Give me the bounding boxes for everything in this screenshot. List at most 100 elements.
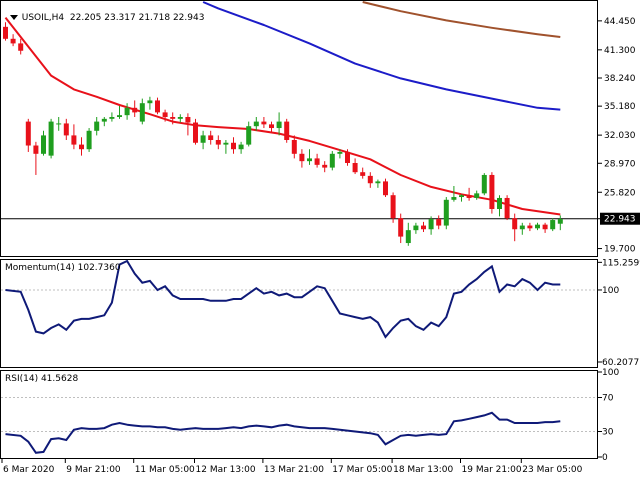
candle [200, 130, 206, 150]
candle [466, 187, 472, 201]
candle [390, 192, 396, 223]
candle [139, 98, 145, 125]
rsi-axis: 100 70 30 0 [598, 368, 619, 463]
candle [367, 172, 373, 188]
candle [375, 179, 381, 188]
moving-averages [4, 1, 561, 216]
candle [550, 218, 556, 232]
candlesticks[interactable] [3, 22, 563, 246]
candle [345, 149, 350, 166]
price-tick-label: 19.700 [604, 245, 636, 255]
candle [162, 109, 168, 122]
candle [360, 167, 366, 179]
candle [459, 194, 464, 202]
rsi-line [5, 411, 561, 454]
time-tick-label: 13 Mar 21:00 [264, 465, 324, 475]
candle [215, 135, 221, 150]
candle [3, 22, 8, 41]
candle [56, 117, 62, 131]
candle [474, 190, 480, 200]
fast-moving-average [4, 16, 561, 216]
candle [41, 130, 46, 156]
price-tick-label: 28.970 [604, 159, 636, 169]
price-tick-label: 44.450 [604, 17, 636, 27]
rsi-pane[interactable] [0, 370, 598, 459]
rsi-pane-frame [0, 370, 598, 459]
candle [10, 34, 16, 47]
candle [512, 213, 518, 242]
momentum-line [5, 259, 561, 339]
candle [451, 186, 457, 202]
candle [117, 105, 122, 119]
candle [147, 96, 153, 110]
candle [48, 118, 54, 159]
momentum-axis: 115.2599 100 60.2077 [598, 258, 640, 368]
candle [352, 158, 358, 175]
candle [109, 112, 115, 122]
rsi-tick-label: 70 [602, 394, 614, 404]
momentum-tick-label: 100 [602, 286, 619, 296]
candle [421, 221, 426, 232]
candle [413, 222, 419, 234]
candle [504, 195, 510, 221]
price-tick-label: 25.820 [604, 188, 636, 198]
momentum-label: Momentum(14) 102.7360 [5, 263, 121, 273]
candle [398, 213, 404, 244]
dropdown-triangle-icon[interactable] [9, 15, 18, 20]
price-pane-frame [0, 0, 598, 257]
time-tick-label: 9 Mar 21:00 [66, 465, 121, 475]
time-tick-label: 12 Mar 13:00 [196, 465, 256, 475]
candle [223, 140, 229, 154]
candle [253, 117, 259, 131]
candle [246, 121, 252, 147]
candle [33, 141, 39, 175]
price-pane[interactable] [0, 0, 598, 257]
momentum-tick-label: 60.2077 [602, 358, 639, 368]
candle [489, 172, 495, 214]
candle [314, 153, 320, 168]
candle [155, 97, 160, 115]
price-axis: 44.450 41.300 38.240 35.180 32.030 28.970 25.8… [598, 17, 640, 255]
candle [337, 149, 343, 159]
time-tick-label: 6 Mar 2020 [3, 465, 55, 475]
momentum-tick-label: 115.2599 [602, 258, 640, 268]
time-tick-label: 11 Mar 05:00 [135, 465, 195, 475]
chart-header: USOIL,H4 22.205 23.317 21.718 22.943 [4, 3, 204, 23]
candle [284, 118, 290, 143]
candle [170, 112, 176, 125]
candle [519, 222, 525, 235]
candle [261, 117, 267, 129]
candle [428, 216, 434, 235]
mid-moving-average [202, 1, 561, 111]
candle [185, 113, 191, 136]
candle [329, 151, 335, 171]
candle [497, 195, 502, 217]
candle [299, 149, 305, 168]
candle [231, 137, 236, 154]
candle [193, 118, 198, 145]
candle [535, 222, 540, 231]
candle [527, 222, 533, 232]
candle [481, 173, 487, 196]
time-tick-label: 19 Mar 21:00 [462, 465, 522, 475]
candle [25, 118, 31, 152]
candle [18, 38, 24, 55]
momentum-pane[interactable] [0, 259, 598, 368]
candle [71, 124, 77, 150]
momentum-pane-frame [0, 259, 598, 368]
candle [557, 215, 563, 231]
rsi-tick-label: 0 [602, 453, 608, 463]
candle [79, 137, 84, 156]
price-tick-label: 38.240 [604, 74, 636, 84]
candle [436, 215, 442, 230]
rsi-tick-label: 30 [602, 428, 614, 438]
price-tick-label: 22.943 [604, 215, 636, 225]
candle [124, 103, 130, 120]
candle [208, 130, 214, 145]
time-axis: 6 Mar 2020 9 Mar 21:00 11 Mar 05:00 12 Mar … [1, 459, 583, 475]
candle [94, 117, 100, 136]
price-tick-label: 35.180 [604, 102, 636, 112]
candle [63, 118, 69, 140]
candle [177, 114, 183, 123]
